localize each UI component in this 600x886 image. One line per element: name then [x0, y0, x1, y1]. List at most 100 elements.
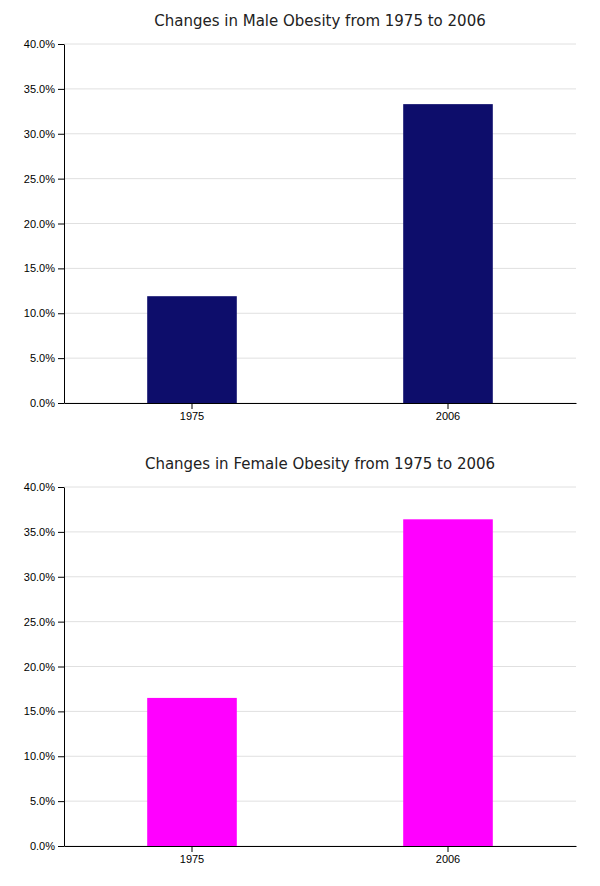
grid-line [64, 711, 576, 712]
grid-line [64, 846, 576, 847]
y-tick: 25.0% [24, 173, 64, 185]
x-tick-label: 1975 [180, 853, 204, 865]
y-tick: 10.0% [24, 750, 64, 762]
y-tick-label: 10.0% [24, 750, 55, 762]
bar [403, 519, 493, 846]
x-tick-label: 2006 [436, 410, 460, 422]
y-tick-label: 25.0% [24, 173, 55, 185]
y-tick: 15.0% [24, 262, 64, 274]
y-tick-label: 40.0% [24, 38, 55, 50]
plot-area: 0.0% 5.0% 10.0% 15.0% 20.0% 25.0% 30.0% 35.0% 40… [24, 38, 577, 422]
y-tick: 40.0% [24, 38, 64, 50]
chart-root: 0.0% 5.0% 10.0% 15.0% 20.0% 25.0% 30.0% 35.0% 40… [0, 0, 600, 886]
grid-line [64, 531, 576, 532]
x-tick-label: 1975 [180, 410, 204, 422]
y-tick: 0.0% [30, 397, 64, 409]
y-tick-mark [58, 313, 64, 314]
x-axis-line [65, 403, 577, 404]
y-tick: 0.0% [30, 840, 64, 852]
grid-line [64, 223, 576, 224]
y-tick-label: 30.0% [24, 571, 55, 583]
y-tick-label: 35.0% [24, 526, 55, 538]
bars [147, 519, 493, 846]
x-tick-mark [192, 846, 193, 852]
grid [64, 44, 576, 403]
y-tick: 20.0% [24, 218, 64, 230]
y-tick: 15.0% [24, 705, 64, 717]
y-tick-mark [58, 532, 64, 533]
x-tick-mark [448, 403, 449, 409]
y-tick-label: 25.0% [24, 616, 55, 628]
grid-line [64, 133, 576, 134]
y-tick-label: 35.0% [24, 83, 55, 95]
y-tick-mark [58, 358, 64, 359]
y-tick-mark [58, 756, 64, 757]
y-tick-label: 20.0% [24, 661, 55, 673]
y-tick-label: 40.0% [24, 481, 55, 493]
y-tick-mark [58, 268, 64, 269]
y-tick-mark [58, 44, 64, 45]
y-tick-label: 30.0% [24, 128, 55, 140]
y-tick-label: 5.0% [30, 352, 55, 364]
grid-line [64, 313, 576, 314]
bar [147, 296, 237, 403]
y-tick: 5.0% [30, 795, 64, 807]
y-axis-line [64, 488, 65, 847]
y-tick-label: 15.0% [24, 262, 55, 274]
grid-line [64, 576, 576, 577]
y-tick-label: 15.0% [24, 705, 55, 717]
panel: 0.0% 5.0% 10.0% 15.0% 20.0% 25.0% 30.0% 35.0% 40… [24, 12, 577, 422]
y-tick-mark [58, 846, 64, 847]
x-tick: 1975 [180, 846, 204, 865]
grid-line [64, 44, 576, 45]
y-tick-mark [58, 403, 64, 404]
x-tick-mark [448, 846, 449, 852]
grid-line [64, 666, 576, 667]
y-tick-label: 20.0% [24, 218, 55, 230]
y-tick-mark [58, 622, 64, 623]
y-tick: 30.0% [24, 128, 64, 140]
y-tick-mark [58, 487, 64, 488]
grid-line [64, 621, 576, 622]
y-tick: 25.0% [24, 616, 64, 628]
y-tick-mark [58, 89, 64, 90]
x-axis: 1975 2006 [65, 403, 577, 422]
y-tick-mark [58, 134, 64, 135]
grid-line [64, 487, 576, 488]
y-tick: 5.0% [30, 352, 64, 364]
x-axis: 1975 2006 [65, 846, 577, 865]
y-tick: 20.0% [24, 661, 64, 673]
panel: 0.0% 5.0% 10.0% 15.0% 20.0% 25.0% 30.0% 35.0% 40… [24, 455, 577, 865]
y-tick-mark [58, 801, 64, 802]
y-tick-label: 0.0% [30, 840, 55, 852]
grid-line [64, 88, 576, 89]
grid-line [64, 801, 576, 802]
grid-line [64, 268, 576, 269]
y-axis-line [64, 45, 65, 404]
y-tick: 30.0% [24, 571, 64, 583]
y-tick-mark [58, 179, 64, 180]
y-axis: 0.0% 5.0% 10.0% 15.0% 20.0% 25.0% 30.0% 35.0% 40… [24, 38, 65, 409]
y-tick: 40.0% [24, 481, 64, 493]
bar [403, 104, 493, 403]
y-tick: 10.0% [24, 307, 64, 319]
y-tick-mark [58, 224, 64, 225]
y-tick-label: 10.0% [24, 307, 55, 319]
grid-line [64, 756, 576, 757]
grid [64, 487, 576, 846]
bar [147, 698, 237, 846]
grid-line [64, 358, 576, 359]
bars [147, 104, 493, 403]
y-tick-mark [58, 667, 64, 668]
x-tick-label: 2006 [436, 853, 460, 865]
y-tick: 35.0% [24, 83, 64, 95]
y-tick-label: 5.0% [30, 795, 55, 807]
grid-line [64, 178, 576, 179]
y-axis: 0.0% 5.0% 10.0% 15.0% 20.0% 25.0% 30.0% 35.0% 40… [24, 481, 65, 852]
x-tick: 1975 [180, 403, 204, 422]
plot-area: 0.0% 5.0% 10.0% 15.0% 20.0% 25.0% 30.0% 35.0% 40… [24, 481, 577, 865]
y-tick-mark [58, 577, 64, 578]
y-tick-mark [58, 711, 64, 712]
chart-title: Changes in Female Obesity from 1975 to 2… [145, 455, 495, 473]
x-tick: 2006 [436, 846, 460, 865]
